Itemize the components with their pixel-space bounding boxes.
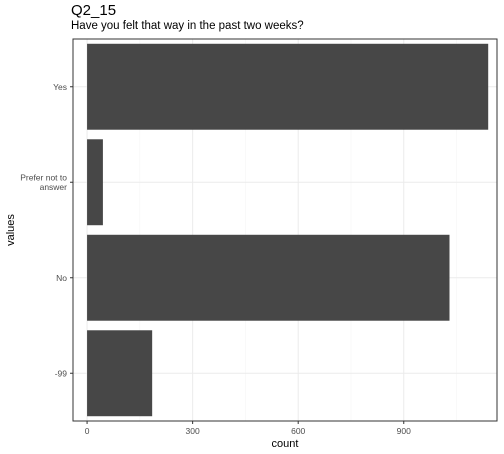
y-axis-title: values [5,214,17,246]
bar [87,330,153,417]
x-axis-title: count [272,438,299,450]
panel-border [72,38,498,422]
y-tick-label: Yes [53,82,67,92]
x-tick-label: 300 [186,426,200,436]
y-tick-label: No [56,273,67,283]
x-tick-label: 900 [397,426,411,436]
chart-subtitle: Have you felt that way in the past two w… [71,20,304,32]
bar [87,139,103,226]
y-tick-label: Prefer not to answer [20,173,67,193]
x-tick-label: 600 [291,426,305,436]
chart-title: Q2_15 [71,2,117,19]
y-tick-label: -99 [55,368,68,378]
x-tick-label: 0 [85,426,90,436]
bar [87,43,489,130]
bar [87,234,450,321]
